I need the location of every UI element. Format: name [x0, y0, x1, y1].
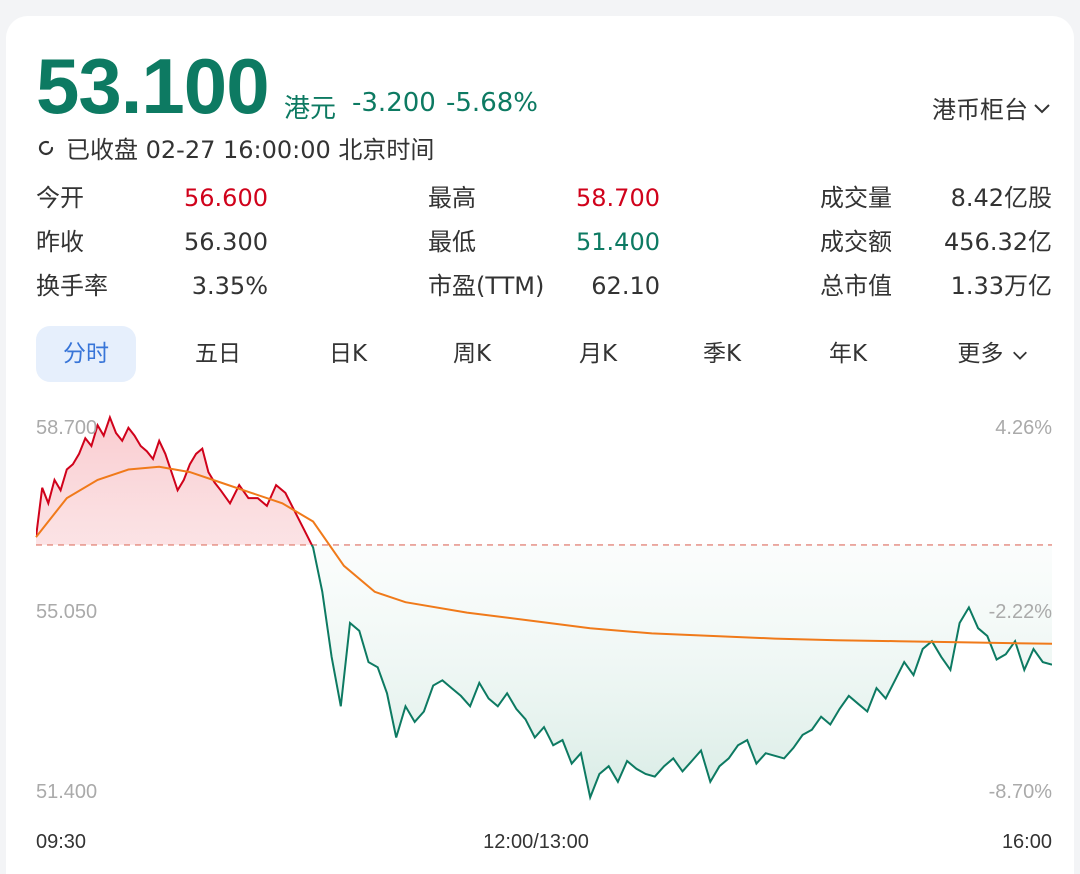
stat-label-low: 最低 — [428, 228, 476, 256]
price-line-up — [36, 414, 313, 545]
y-right-tick-label: -8.70% — [989, 781, 1053, 803]
y-left-tick-label: 55.050 — [36, 601, 97, 623]
area-fill-down — [311, 544, 1052, 798]
refresh-circle-icon — [38, 140, 54, 155]
x-tick-label: 16:00 — [1002, 831, 1052, 853]
stat-label-high: 最高 — [428, 184, 476, 212]
x-tick-label: 09:30 — [36, 831, 86, 853]
price-line-down — [310, 544, 1052, 801]
price-change: -3.200 — [352, 88, 436, 118]
tab-intraday[interactable]: 分时 — [36, 326, 136, 382]
stat-label-pe-ttm: 市盈(TTM) — [428, 272, 545, 300]
chevron-down-icon — [1034, 103, 1050, 113]
stat-value-low: 51.400 — [576, 228, 660, 256]
stat-value-high: 58.700 — [576, 184, 660, 212]
price-change-pct: -5.68% — [446, 88, 538, 118]
stat-label-open: 今开 — [36, 184, 84, 212]
stat-value-pe-ttm: 62.10 — [591, 272, 660, 300]
price-lines — [35, 414, 1053, 801]
currency-counter-select[interactable]: 港币柜台 — [932, 90, 1052, 125]
tab-daily-k[interactable]: 日K — [328, 341, 368, 367]
stat-label-volume: 成交量 — [820, 184, 892, 212]
x-tick-label: 12:00/13:00 — [483, 831, 589, 853]
y-right-tick-label: 4.26% — [995, 417, 1052, 439]
stat-value-open: 56.600 — [184, 184, 268, 212]
currency-counter-label: 港币柜台 — [932, 96, 1028, 124]
tab-more-label: 更多 — [957, 341, 1004, 367]
area-fill-up — [36, 417, 1052, 545]
stat-value-turnover-rate: 3.35% — [191, 272, 268, 300]
market-status-text: 已收盘 02-27 16:00:00 北京时间 — [66, 136, 435, 164]
y-left-tick-label: 51.400 — [36, 781, 97, 803]
stat-value-turnover: 456.32亿 — [944, 228, 1052, 256]
stat-value-volume: 8.42亿股 — [950, 184, 1052, 212]
stat-label-market-cap: 总市值 — [820, 272, 892, 300]
stat-label-turnover: 成交额 — [820, 228, 892, 256]
market-status: 已收盘 02-27 16:00:00 北京时间 — [36, 130, 434, 165]
y-left-tick-label: 58.700 — [36, 417, 97, 439]
period-tabs: 分时 五日 日K 周K 月K 季K 年K 更多 — [30, 326, 1060, 382]
y-right-tick-label: -2.22% — [989, 601, 1053, 623]
last-price: 53.100 — [36, 42, 270, 130]
tab-yearly-k[interactable]: 年K — [828, 341, 868, 367]
stat-label-prev-close: 昨收 — [36, 228, 84, 256]
axis-labels: 58.700 55.050 51.400 4.26% -2.22% -8.70% 09:30… — [36, 417, 1052, 853]
average-price-line — [35, 465, 1053, 645]
price-area-fill — [36, 417, 1052, 798]
currency-unit: 港元 — [284, 94, 337, 124]
chevron-down-icon — [1012, 351, 1027, 360]
tab-more[interactable]: 更多 — [938, 326, 1048, 382]
stat-label-turnover-rate: 换手率 — [36, 272, 108, 300]
tab-weekly-k[interactable]: 周K — [452, 341, 492, 367]
stat-value-prev-close: 56.300 — [184, 228, 268, 256]
tab-five-day[interactable]: 五日 — [195, 341, 241, 367]
stat-value-market-cap: 1.33万亿 — [950, 272, 1052, 300]
tab-monthly-k[interactable]: 月K — [578, 341, 618, 367]
tab-quarterly-k[interactable]: 季K — [702, 341, 742, 367]
